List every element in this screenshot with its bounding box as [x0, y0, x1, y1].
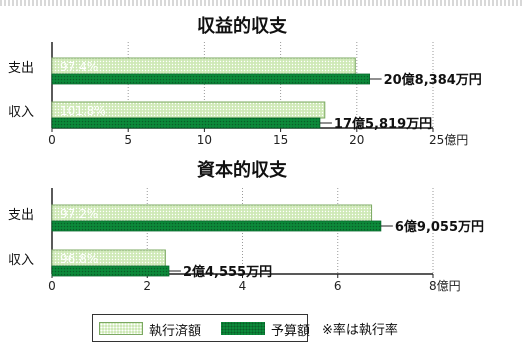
bar-budget	[51, 265, 170, 277]
legend-label-budget: 予算額	[271, 324, 311, 339]
amount-label: 20億8,384万円	[384, 72, 482, 88]
amount-label: 17億5,819万円	[334, 116, 432, 132]
percent-label: 97.4%	[60, 60, 98, 74]
chart-title-2: 資本的収支	[197, 159, 288, 181]
legend-swatch-executed	[99, 322, 143, 335]
percent-label: 101.8%	[60, 104, 106, 118]
bar-budget	[51, 220, 382, 232]
legend-label-executed: 執行済額	[149, 324, 202, 339]
x-tick-label: 15	[273, 133, 288, 147]
bar-executed	[51, 204, 373, 222]
x-tick-label: 8億円	[429, 279, 461, 293]
x-tick-label: 2	[143, 279, 151, 293]
x-tick-label: 20	[349, 133, 364, 147]
x-tick-label: 0	[48, 279, 56, 293]
x-tick-label: 25億円	[429, 133, 468, 147]
bar-budget	[51, 73, 371, 85]
x-tick-label: 0	[48, 133, 56, 147]
category-label: 支出	[8, 208, 34, 223]
x-tick-label: 6	[334, 279, 342, 293]
legend-note: ※率は執行率	[322, 323, 398, 338]
amount-label: 6億9,055万円	[395, 219, 484, 235]
amount-label: 2億4,555万円	[183, 264, 272, 280]
chart-title-1: 収益的収支	[197, 15, 288, 37]
x-tick-label: 4	[239, 279, 247, 293]
percent-label: 96.8%	[60, 252, 98, 266]
category-label: 収入	[8, 105, 34, 120]
top-strip	[0, 0, 522, 6]
x-tick-label: 5	[124, 133, 132, 147]
percent-label: 97.2%	[60, 207, 98, 221]
bar-budget	[51, 117, 321, 129]
x-tick-label: 10	[197, 133, 212, 147]
legend: 執行済額 予算額	[92, 314, 311, 342]
legend-swatch-budget	[221, 322, 265, 335]
category-label: 支出	[8, 61, 34, 76]
category-label: 収入	[8, 253, 34, 268]
